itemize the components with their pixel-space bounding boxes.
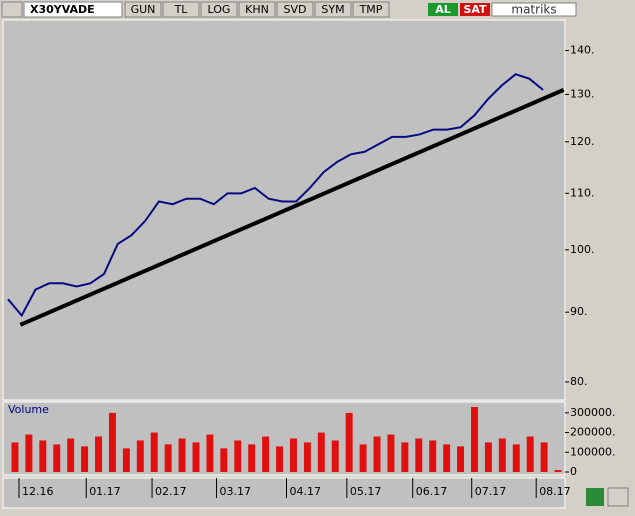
toolbar-button-label: GUN — [131, 3, 156, 16]
volume-bar — [220, 448, 228, 472]
y-tick-label: 100. — [570, 243, 595, 256]
volume-bar — [359, 444, 367, 472]
y-tick-label: 130. — [570, 87, 595, 100]
x-tick-label: 12.16 — [22, 485, 54, 498]
volume-bar — [540, 442, 548, 472]
y-tick-label: 80. — [570, 375, 588, 388]
volume-bar — [11, 442, 19, 472]
menu-button[interactable] — [1, 1, 23, 18]
toolbar-button[interactable] — [162, 1, 200, 18]
y-tick-label: 110. — [570, 186, 595, 199]
volume-bar — [108, 412, 116, 472]
brand: matriks — [511, 3, 556, 17]
settings-button[interactable] — [607, 487, 629, 507]
x-tick-label: 01.17 — [89, 485, 121, 498]
toolbar-button[interactable] — [124, 1, 162, 18]
volume-bar — [429, 440, 437, 472]
symbol: X30YVADE — [30, 3, 95, 16]
volume-bar — [262, 436, 270, 472]
x-tick-label: 08.17 — [539, 485, 571, 498]
y-tick-label: 90. — [570, 305, 588, 318]
volume-bar — [401, 442, 409, 472]
y-tick-label: 300000. — [570, 406, 616, 419]
toolbar-button-label: SYM — [321, 3, 344, 16]
volume-bar — [443, 444, 451, 472]
volume-bar — [150, 432, 158, 472]
toolbar-button-label: SVD — [284, 3, 307, 16]
sell-label: SAT — [463, 3, 487, 16]
volume-bar — [53, 444, 61, 472]
volume-bar — [136, 440, 144, 472]
y-tick-label: 140. — [570, 44, 595, 57]
sell-button[interactable] — [460, 3, 490, 16]
volume-bar — [178, 438, 186, 472]
volume-bar — [373, 436, 381, 472]
trend-line — [19, 88, 565, 327]
volume-bar — [345, 412, 353, 472]
toolbar-button[interactable] — [314, 1, 352, 18]
volume-bar — [81, 446, 89, 472]
volume-bar — [512, 444, 520, 472]
toolbar-button-label: TMP — [359, 3, 383, 16]
volume-bar — [303, 442, 311, 472]
y-tick-label: 120. — [570, 135, 595, 148]
volume-bar — [484, 442, 492, 472]
volume-bar — [289, 438, 297, 472]
toolbar: X30YVADE AL SAT matriks — [1, 1, 577, 18]
brand-box — [491, 2, 577, 17]
x-tick-label: 05.17 — [350, 485, 382, 498]
toolbar-button[interactable] — [238, 1, 276, 18]
x-tick-label: 02.17 — [155, 485, 187, 498]
volume-bar — [248, 444, 256, 472]
volume-bar — [67, 438, 75, 472]
volume-bar — [276, 446, 284, 472]
x-tick-label: 03.17 — [220, 485, 252, 498]
volume-title: Volume — [8, 403, 49, 416]
volume-bar — [122, 448, 130, 472]
toolbar-button-label: LOG — [208, 3, 231, 16]
x-tick-label: 07.17 — [475, 485, 507, 498]
volume-bar — [317, 432, 325, 472]
volume-bar — [415, 438, 423, 472]
volume-bar — [95, 436, 102, 472]
toolbar-button-label: TL — [174, 3, 189, 16]
volume-bar — [164, 444, 172, 472]
x-tick-label: 06.17 — [416, 485, 448, 498]
buy-button[interactable] — [428, 3, 458, 16]
volume-bar — [471, 406, 478, 472]
volume-bar — [39, 440, 47, 472]
volume-bar — [554, 470, 562, 472]
buy-label: AL — [435, 3, 451, 16]
volume-bar — [234, 440, 242, 472]
y-tick-label: 100000. — [570, 445, 616, 458]
volume-bar — [192, 442, 200, 472]
volume-bar — [206, 434, 214, 472]
y-tick-label: 200000. — [570, 426, 616, 439]
volume-bar — [331, 440, 339, 472]
volume-bar — [526, 436, 534, 472]
x-tick-label: 04.17 — [290, 485, 322, 498]
volume-bar — [498, 438, 506, 472]
volume-bar — [387, 434, 395, 472]
refresh-button[interactable] — [586, 488, 604, 506]
y-tick-label: 0 — [570, 465, 577, 478]
price-line — [7, 73, 544, 318]
toolbar-button[interactable] — [276, 1, 314, 18]
toolbar-button[interactable] — [200, 1, 238, 18]
toolbar-button[interactable] — [352, 1, 390, 18]
volume-bar — [457, 446, 465, 472]
toolbar-button-label: KHN — [245, 3, 269, 16]
volume-bar — [25, 434, 33, 472]
symbol-box[interactable] — [23, 1, 123, 18]
